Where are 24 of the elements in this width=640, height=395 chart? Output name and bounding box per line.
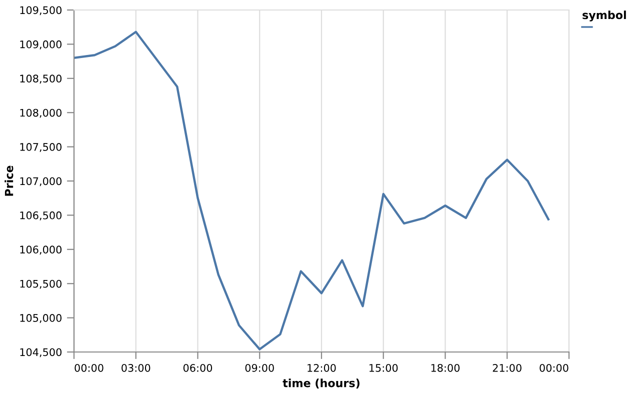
x-tick-label: 15:00 — [370, 364, 398, 372]
y-tick-label: 106,500 — [20, 211, 62, 220]
y-tick-label: 108,500 — [20, 74, 62, 84]
x-tick-label: 18:00 — [431, 364, 460, 372]
x-tick-label: 21:00 — [492, 364, 522, 372]
y-tick-label: 105,500 — [20, 280, 62, 289]
y-tick-label: 106,000 — [20, 246, 62, 255]
x-tick-label: 09:00 — [245, 364, 274, 372]
y-axis-title: Price — [4, 166, 14, 196]
x-tick-label: 00:00 — [540, 364, 568, 372]
x-axis-title: time (hours) — [282, 378, 360, 389]
line-series — [74, 30, 550, 350]
y-tick-label: 108,000 — [20, 108, 62, 118]
x-tick-label: 00:00 — [74, 364, 104, 372]
y-tick-label: 109,000 — [20, 40, 62, 50]
y-tick-label: 105,000 — [20, 314, 62, 323]
y-tick-label: 107,000 — [20, 177, 62, 186]
y-tick-label: 107,500 — [20, 143, 62, 152]
y-tick-label: 104,500 — [20, 348, 62, 358]
legend-title: symbol — [582, 10, 626, 22]
x-tick-label: 12:00 — [308, 364, 336, 372]
x-tick-label: 06:00 — [183, 364, 212, 372]
y-tick-label: 109,500 — [20, 6, 62, 16]
x-tick-label: 03:00 — [122, 364, 150, 372]
